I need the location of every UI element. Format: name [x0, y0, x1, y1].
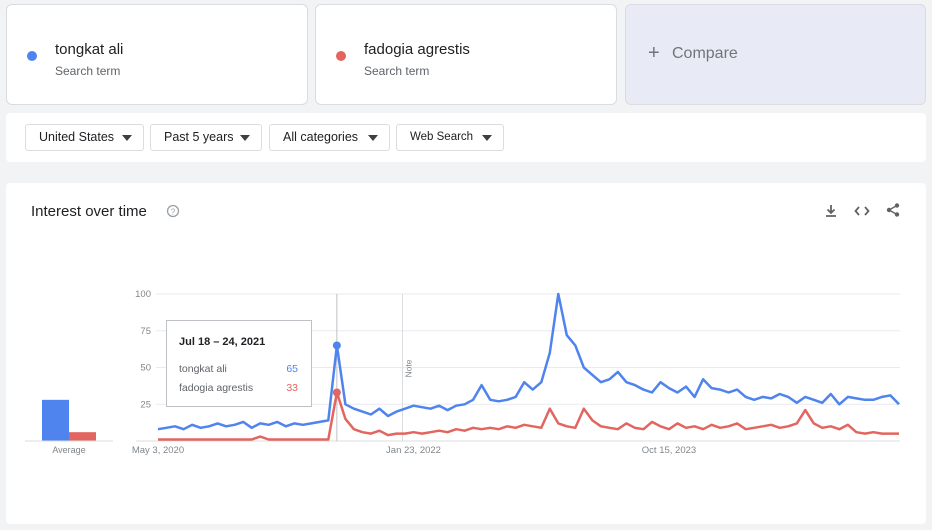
embed-icon[interactable] [854, 203, 870, 219]
search-term-card[interactable]: fadogia agrestis Search term [315, 4, 617, 105]
y-tick-label: 100 [135, 289, 151, 300]
tooltip-title: Jul 18 – 24, 2021 [179, 336, 265, 348]
dropdown[interactable]: All categories [269, 124, 390, 151]
share-icon[interactable] [885, 202, 901, 218]
compare-card[interactable]: + Compare [625, 4, 926, 105]
term-name: tongkat ali [55, 41, 124, 58]
series-line [157, 292, 900, 431]
dropdown[interactable]: United States [25, 124, 144, 151]
average-label: Average [52, 445, 85, 455]
dropdown[interactable]: Past 5 years [150, 124, 262, 151]
x-tick-label: May 3, 2020 [132, 445, 184, 456]
tooltip-name: fadogia agrestis [179, 382, 253, 394]
search-term-card[interactable]: tongkat ali Search term [6, 4, 308, 105]
plus-icon: + [648, 42, 660, 64]
tooltip-box [166, 320, 312, 407]
hover-point [332, 341, 341, 350]
average-bar [42, 399, 69, 441]
series-line [158, 391, 899, 441]
chart-panel: Interest over time ? [6, 183, 926, 524]
tooltip: Jul 18 – 24, 2021 tongkat ali 65 fadogia ag… [166, 320, 312, 407]
y-tick-label: 50 [140, 363, 151, 374]
download-icon[interactable] [823, 203, 839, 219]
term-dot [27, 51, 37, 61]
tooltip-name: tongkat ali [179, 363, 227, 375]
y-tick-label: 75 [140, 326, 151, 337]
term-subtitle: Search term [364, 64, 430, 78]
average-bar [69, 432, 96, 441]
x-tick-label: Jan 23, 2022 [386, 445, 441, 456]
hover-point [332, 388, 341, 397]
note-label: Note [404, 359, 414, 377]
compare-label: Compare [672, 45, 738, 62]
svg-text:?: ? [171, 208, 176, 217]
x-tick-label: Oct 15, 2023 [642, 445, 696, 456]
tooltip-value: 33 [286, 382, 298, 394]
y-tick-label: 25 [140, 399, 151, 410]
dropdown[interactable]: Web Search [396, 124, 504, 151]
help-icon[interactable]: ? [166, 204, 180, 218]
term-subtitle: Search term [55, 64, 121, 78]
panel-title: Interest over time [31, 203, 147, 220]
term-dot [336, 51, 346, 61]
term-name: fadogia agrestis [364, 41, 470, 58]
tooltip-value: 65 [286, 363, 298, 375]
filter-bar: United States Past 5 years All categorie… [6, 113, 926, 162]
